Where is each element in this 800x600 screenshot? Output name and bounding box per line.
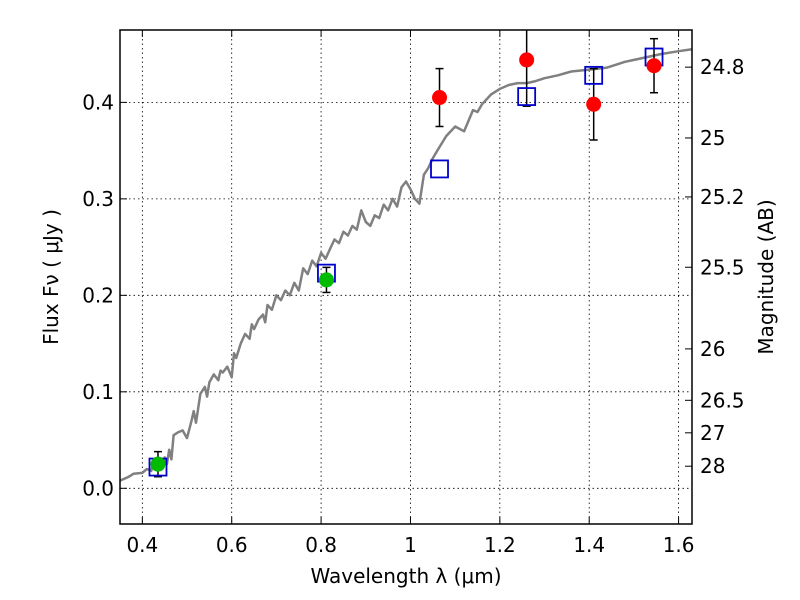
y-tick-label: 0.1 [82, 380, 114, 404]
y-tick-label: 0.2 [82, 283, 114, 307]
x-tick-label: 1.6 [663, 533, 695, 557]
right-tick-label: 25 [700, 126, 725, 150]
x-axis-title: Wavelength λ (μm) [310, 564, 501, 588]
plot-frame [119, 29, 693, 525]
right-tick-label: 25.5 [700, 255, 745, 279]
model-flux-square [584, 65, 604, 85]
x-tick-label: 1.2 [484, 533, 516, 557]
x-tick-label: 0.8 [305, 533, 337, 557]
model-spectrum-line [119, 48, 693, 482]
right-tick-label: 25.2 [700, 185, 745, 209]
model-spectrum [119, 48, 693, 482]
right-tick-label: 28 [700, 454, 725, 478]
y-tick-label: 0.4 [82, 90, 114, 114]
flux-detection-point [586, 96, 602, 112]
error-bars [153, 30, 659, 478]
x-tick-label: 1 [404, 533, 417, 557]
y-tick-label: 0.3 [82, 187, 114, 211]
flux-detection-point [519, 52, 535, 68]
right-tick-label: 27 [700, 421, 725, 445]
x-tick-label: 0.4 [126, 533, 158, 557]
x-tick-label: 1.4 [573, 533, 605, 557]
right-axis-title: Magnitude (AB) [754, 199, 778, 354]
x-tick-label: 0.6 [216, 533, 248, 557]
y-axis-title: Flux Fν ( μJy ) [39, 209, 63, 345]
right-tick-label: 26.5 [700, 388, 745, 412]
flux-detection-point [150, 456, 166, 472]
model-flux-square [517, 87, 537, 106]
right-tick-label: 26 [700, 337, 725, 361]
model-flux-square [430, 159, 449, 179]
axis-ticks: 0.4 0.6 0.8 1 1.2 1.4 1.6 0.0 0.1 0.2 0.3 0.4 24.8 25… [82, 30, 745, 557]
y-tick-label: 0.0 [82, 476, 114, 500]
grid-lines [120, 30, 692, 524]
flux-detection-point [646, 58, 662, 74]
flux-detection-point [318, 272, 334, 288]
flux-detection-point [432, 90, 448, 106]
data-points [148, 47, 664, 477]
right-tick-label: 24.8 [700, 55, 745, 79]
